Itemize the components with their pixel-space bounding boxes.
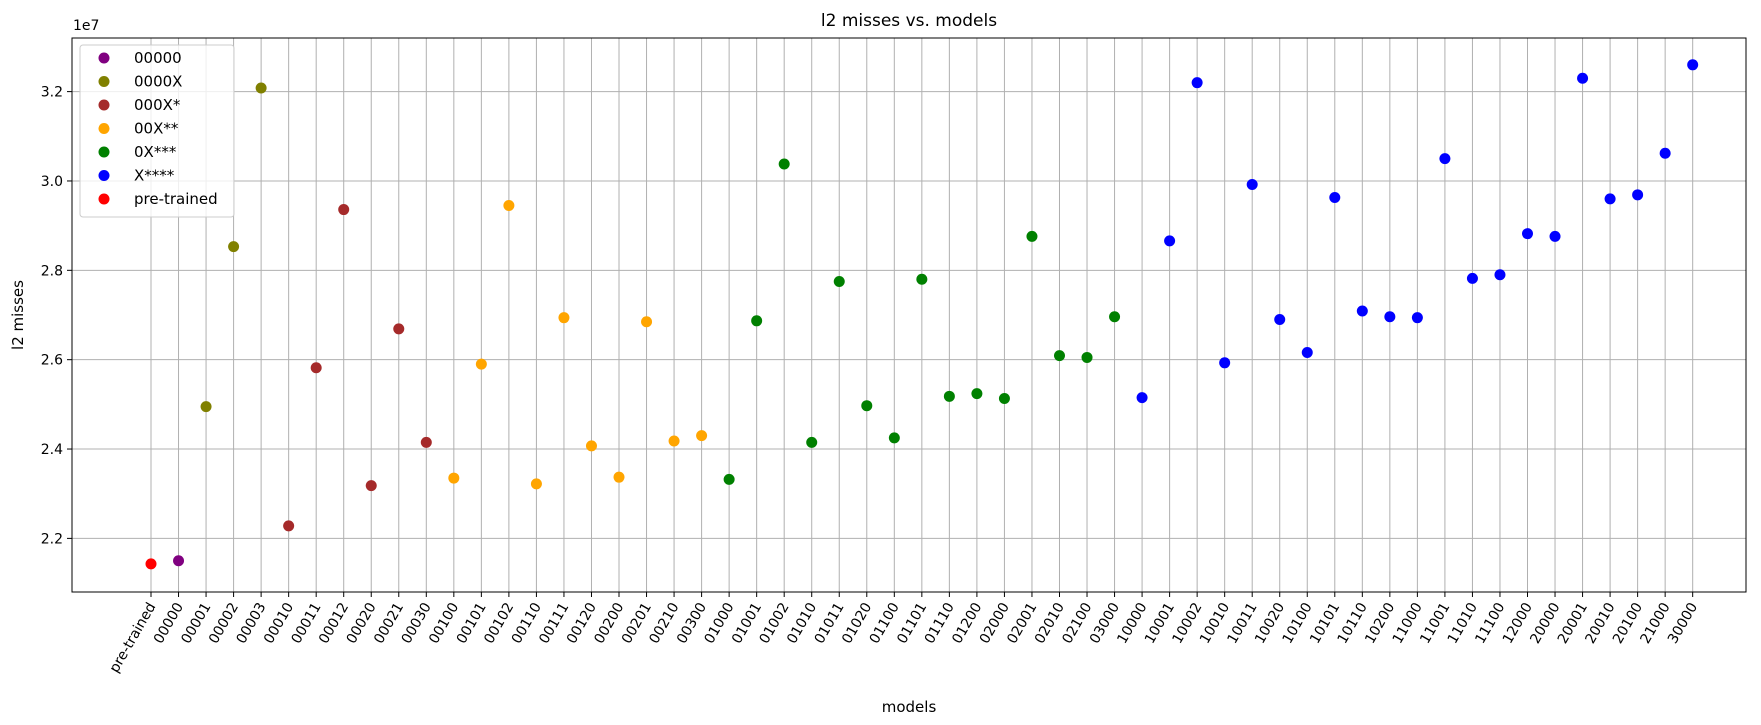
legend-label: X**** [134, 167, 175, 185]
data-point [833, 275, 845, 287]
legend-marker [98, 170, 110, 181]
axes: pre-trained00000000010000200003000100001… [41, 37, 1747, 676]
data-point [338, 204, 350, 216]
data-point [916, 273, 928, 285]
y-tick-label: 2.2 [41, 531, 63, 547]
legend-box [79, 44, 235, 218]
data-point [1439, 153, 1451, 165]
data-point [1301, 347, 1313, 359]
data-point [1356, 305, 1368, 317]
data-point [888, 432, 900, 444]
data-point [1136, 392, 1148, 404]
y-tick-label: 3.0 [41, 174, 63, 190]
data-point [1632, 189, 1644, 201]
data-point [448, 472, 460, 484]
data-point [778, 158, 790, 170]
chart-title: l2 misses vs. models [821, 11, 997, 31]
legend-label: pre-trained [134, 190, 218, 208]
data-point [1109, 311, 1121, 323]
data-point [1246, 179, 1258, 191]
legend: 00000 0000X 000X* 00X** 0X*** X**** pre-traine… [79, 44, 235, 218]
legend-marker [98, 146, 110, 158]
data-point [1026, 230, 1038, 242]
legend-marker [98, 99, 110, 111]
data-point [1219, 357, 1231, 369]
data-point [861, 400, 873, 412]
data-point [1329, 191, 1341, 203]
data-point [971, 388, 983, 400]
data-point [585, 440, 597, 452]
data-point [943, 390, 955, 402]
data-point [696, 430, 708, 442]
data-point [1659, 147, 1671, 159]
plot-frame [71, 37, 1747, 593]
data-point [751, 315, 763, 327]
data-point [1081, 351, 1093, 363]
legend-label: 0X*** [134, 143, 177, 161]
data-point [1604, 193, 1616, 205]
y-tick-label: 2.4 [41, 442, 63, 458]
data-point [1053, 350, 1065, 362]
data-point [1164, 235, 1176, 247]
data-point [1466, 272, 1478, 284]
y-axis-label: l2 misses [9, 280, 27, 350]
data-point [1494, 269, 1506, 281]
data-point [420, 436, 432, 448]
data-point [998, 393, 1010, 405]
data-point [558, 312, 570, 324]
y-tick-label: 2.8 [41, 263, 63, 279]
data-point [503, 200, 515, 212]
data-point [641, 316, 653, 328]
data-point [393, 323, 405, 335]
data-point [475, 358, 487, 370]
legend-label: 00000 [134, 49, 182, 67]
data-point [365, 480, 377, 492]
data-point [310, 362, 322, 374]
data-point [530, 478, 542, 490]
legend-label: 0000X [134, 73, 182, 91]
data-point [1274, 313, 1286, 325]
data-point [1191, 77, 1203, 89]
data-point [613, 471, 625, 483]
y-axis-offset-label: 1e7 [73, 18, 99, 34]
data-point [1411, 312, 1423, 324]
x-axis-label: models [882, 698, 937, 716]
legend-marker [98, 193, 110, 205]
data-points [145, 59, 1699, 570]
y-tick-label: 2.6 [41, 353, 63, 369]
data-point [173, 555, 185, 567]
data-point [1549, 230, 1561, 242]
data-point [668, 435, 680, 447]
data-point [200, 401, 212, 413]
legend-marker [98, 52, 110, 64]
data-point [1384, 311, 1396, 323]
data-point [145, 558, 157, 570]
legend-marker [98, 123, 110, 134]
data-point [255, 82, 267, 94]
legend-label: 000X* [134, 96, 181, 114]
data-point [806, 436, 818, 448]
data-point [1577, 72, 1589, 84]
data-point [723, 473, 735, 485]
grid [72, 38, 1746, 592]
y-tick-label: 3.2 [41, 85, 63, 101]
data-point [1687, 59, 1699, 71]
data-point [228, 241, 240, 253]
legend-label: 00X** [134, 120, 179, 138]
legend-marker [98, 76, 110, 87]
data-point [283, 520, 295, 532]
data-point [1522, 228, 1533, 240]
